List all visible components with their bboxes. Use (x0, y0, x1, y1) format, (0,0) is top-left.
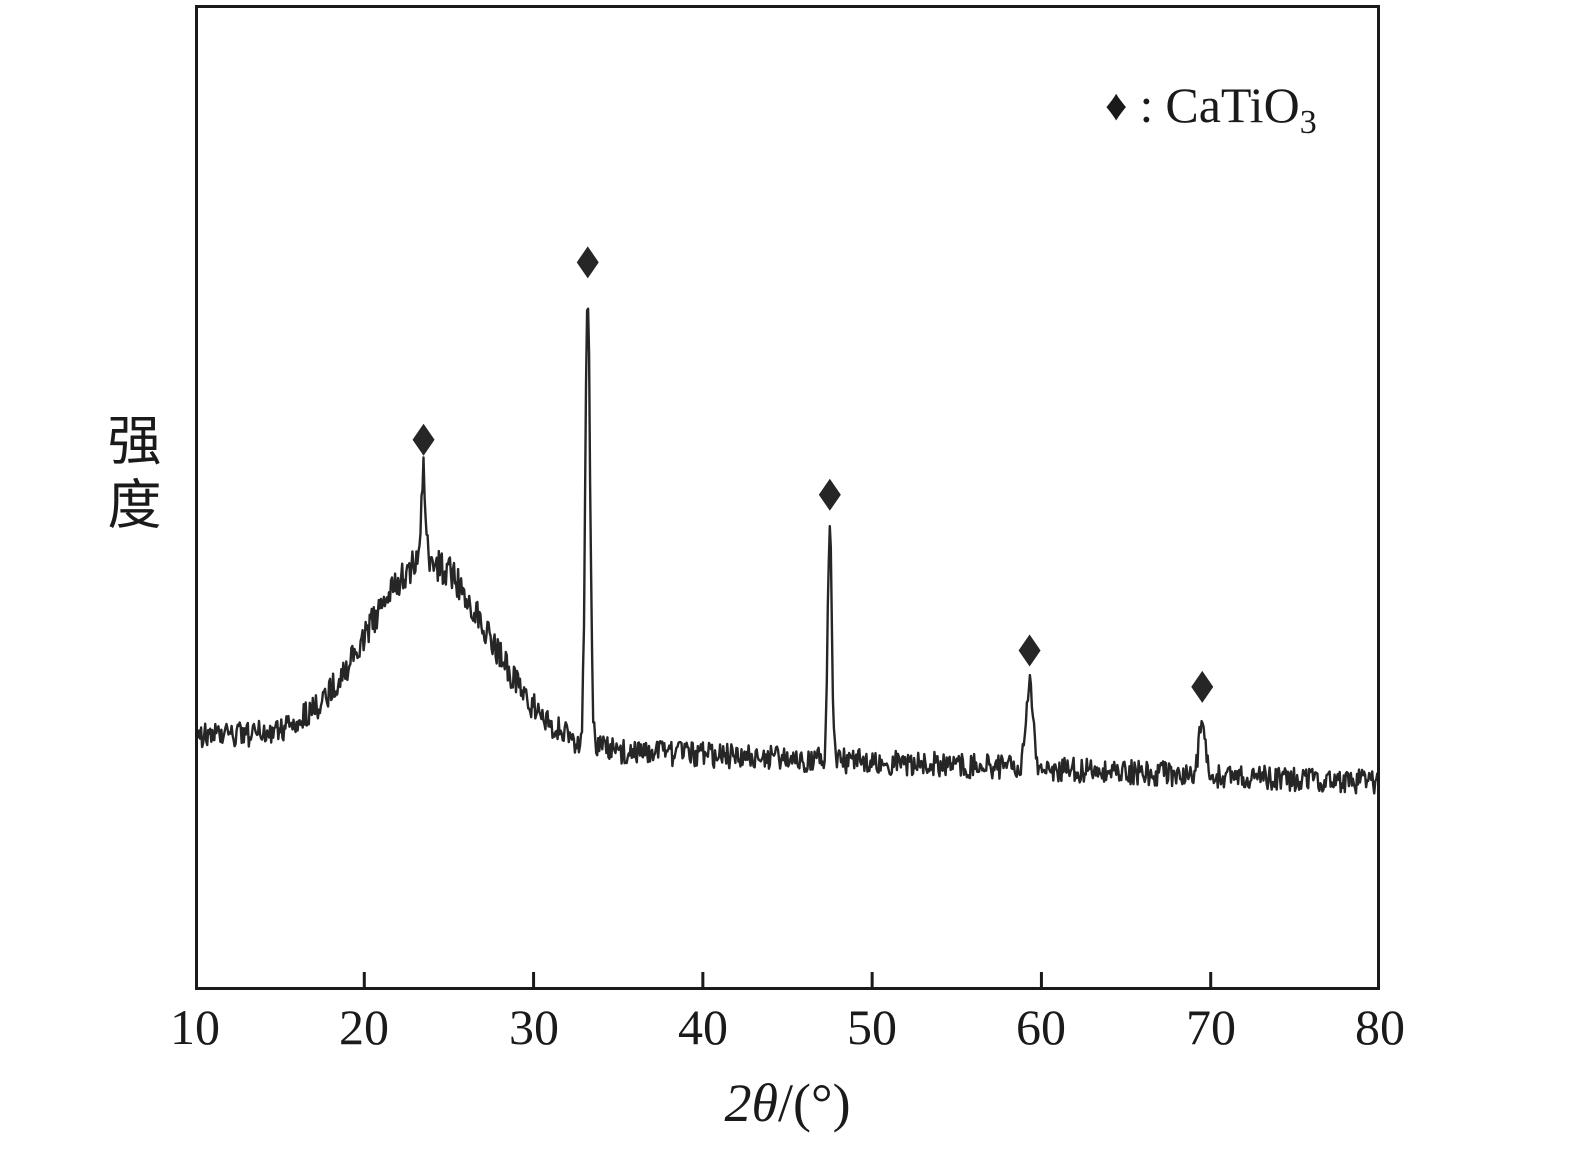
legend-formula: CaTiO (1165, 77, 1300, 133)
peak-marker-diamond (412, 423, 435, 456)
plot-area (195, 5, 1380, 990)
plot-frame (195, 5, 1380, 990)
x-tick-label: 50 (847, 999, 897, 1055)
x-tick-label: 20 (339, 999, 389, 1055)
x-axis-label-unit: /(°) (777, 1073, 851, 1133)
diamond-icon: ♦ (1105, 81, 1128, 130)
legend: ♦: CaTiO3 (1105, 76, 1317, 142)
peak-marker-diamond (1191, 670, 1214, 703)
peak-marker-diamond (818, 478, 841, 511)
xrd-trace (195, 307, 1380, 795)
y-axis-label: 强度 (99, 412, 159, 540)
x-tick-label: 70 (1186, 999, 1236, 1055)
x-axis-label-symbol: 2θ (724, 1073, 778, 1133)
plot-svg (195, 5, 1380, 990)
legend-formula-subscript: 3 (1299, 104, 1317, 141)
x-tick-label: 40 (678, 999, 728, 1055)
x-tick-label: 60 (1016, 999, 1066, 1055)
legend-colon: : (1139, 77, 1154, 133)
x-tick-label: 30 (509, 999, 559, 1055)
peak-marker-diamond (1018, 634, 1041, 667)
x-axis-label: 2θ/(°) (595, 1072, 980, 1134)
x-tick-label: 10 (170, 999, 220, 1055)
peak-marker-diamond (576, 246, 599, 279)
x-tick-label: 80 (1355, 999, 1405, 1055)
